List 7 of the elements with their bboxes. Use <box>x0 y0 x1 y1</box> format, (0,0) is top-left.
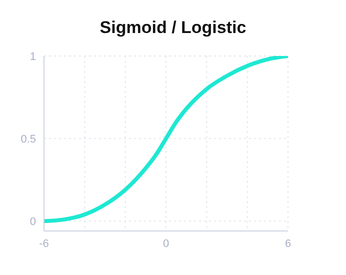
y-tick-label: 1 <box>30 50 36 63</box>
x-tick-label: -6 <box>39 238 49 250</box>
chart-title: Sigmoid / Logistic <box>98 17 248 39</box>
x-tick-label: 0 <box>162 238 170 250</box>
x-tick-label: 6 <box>284 238 292 250</box>
y-tick-label: 0.5 <box>20 133 36 146</box>
y-tick-label: 0 <box>30 216 36 228</box>
